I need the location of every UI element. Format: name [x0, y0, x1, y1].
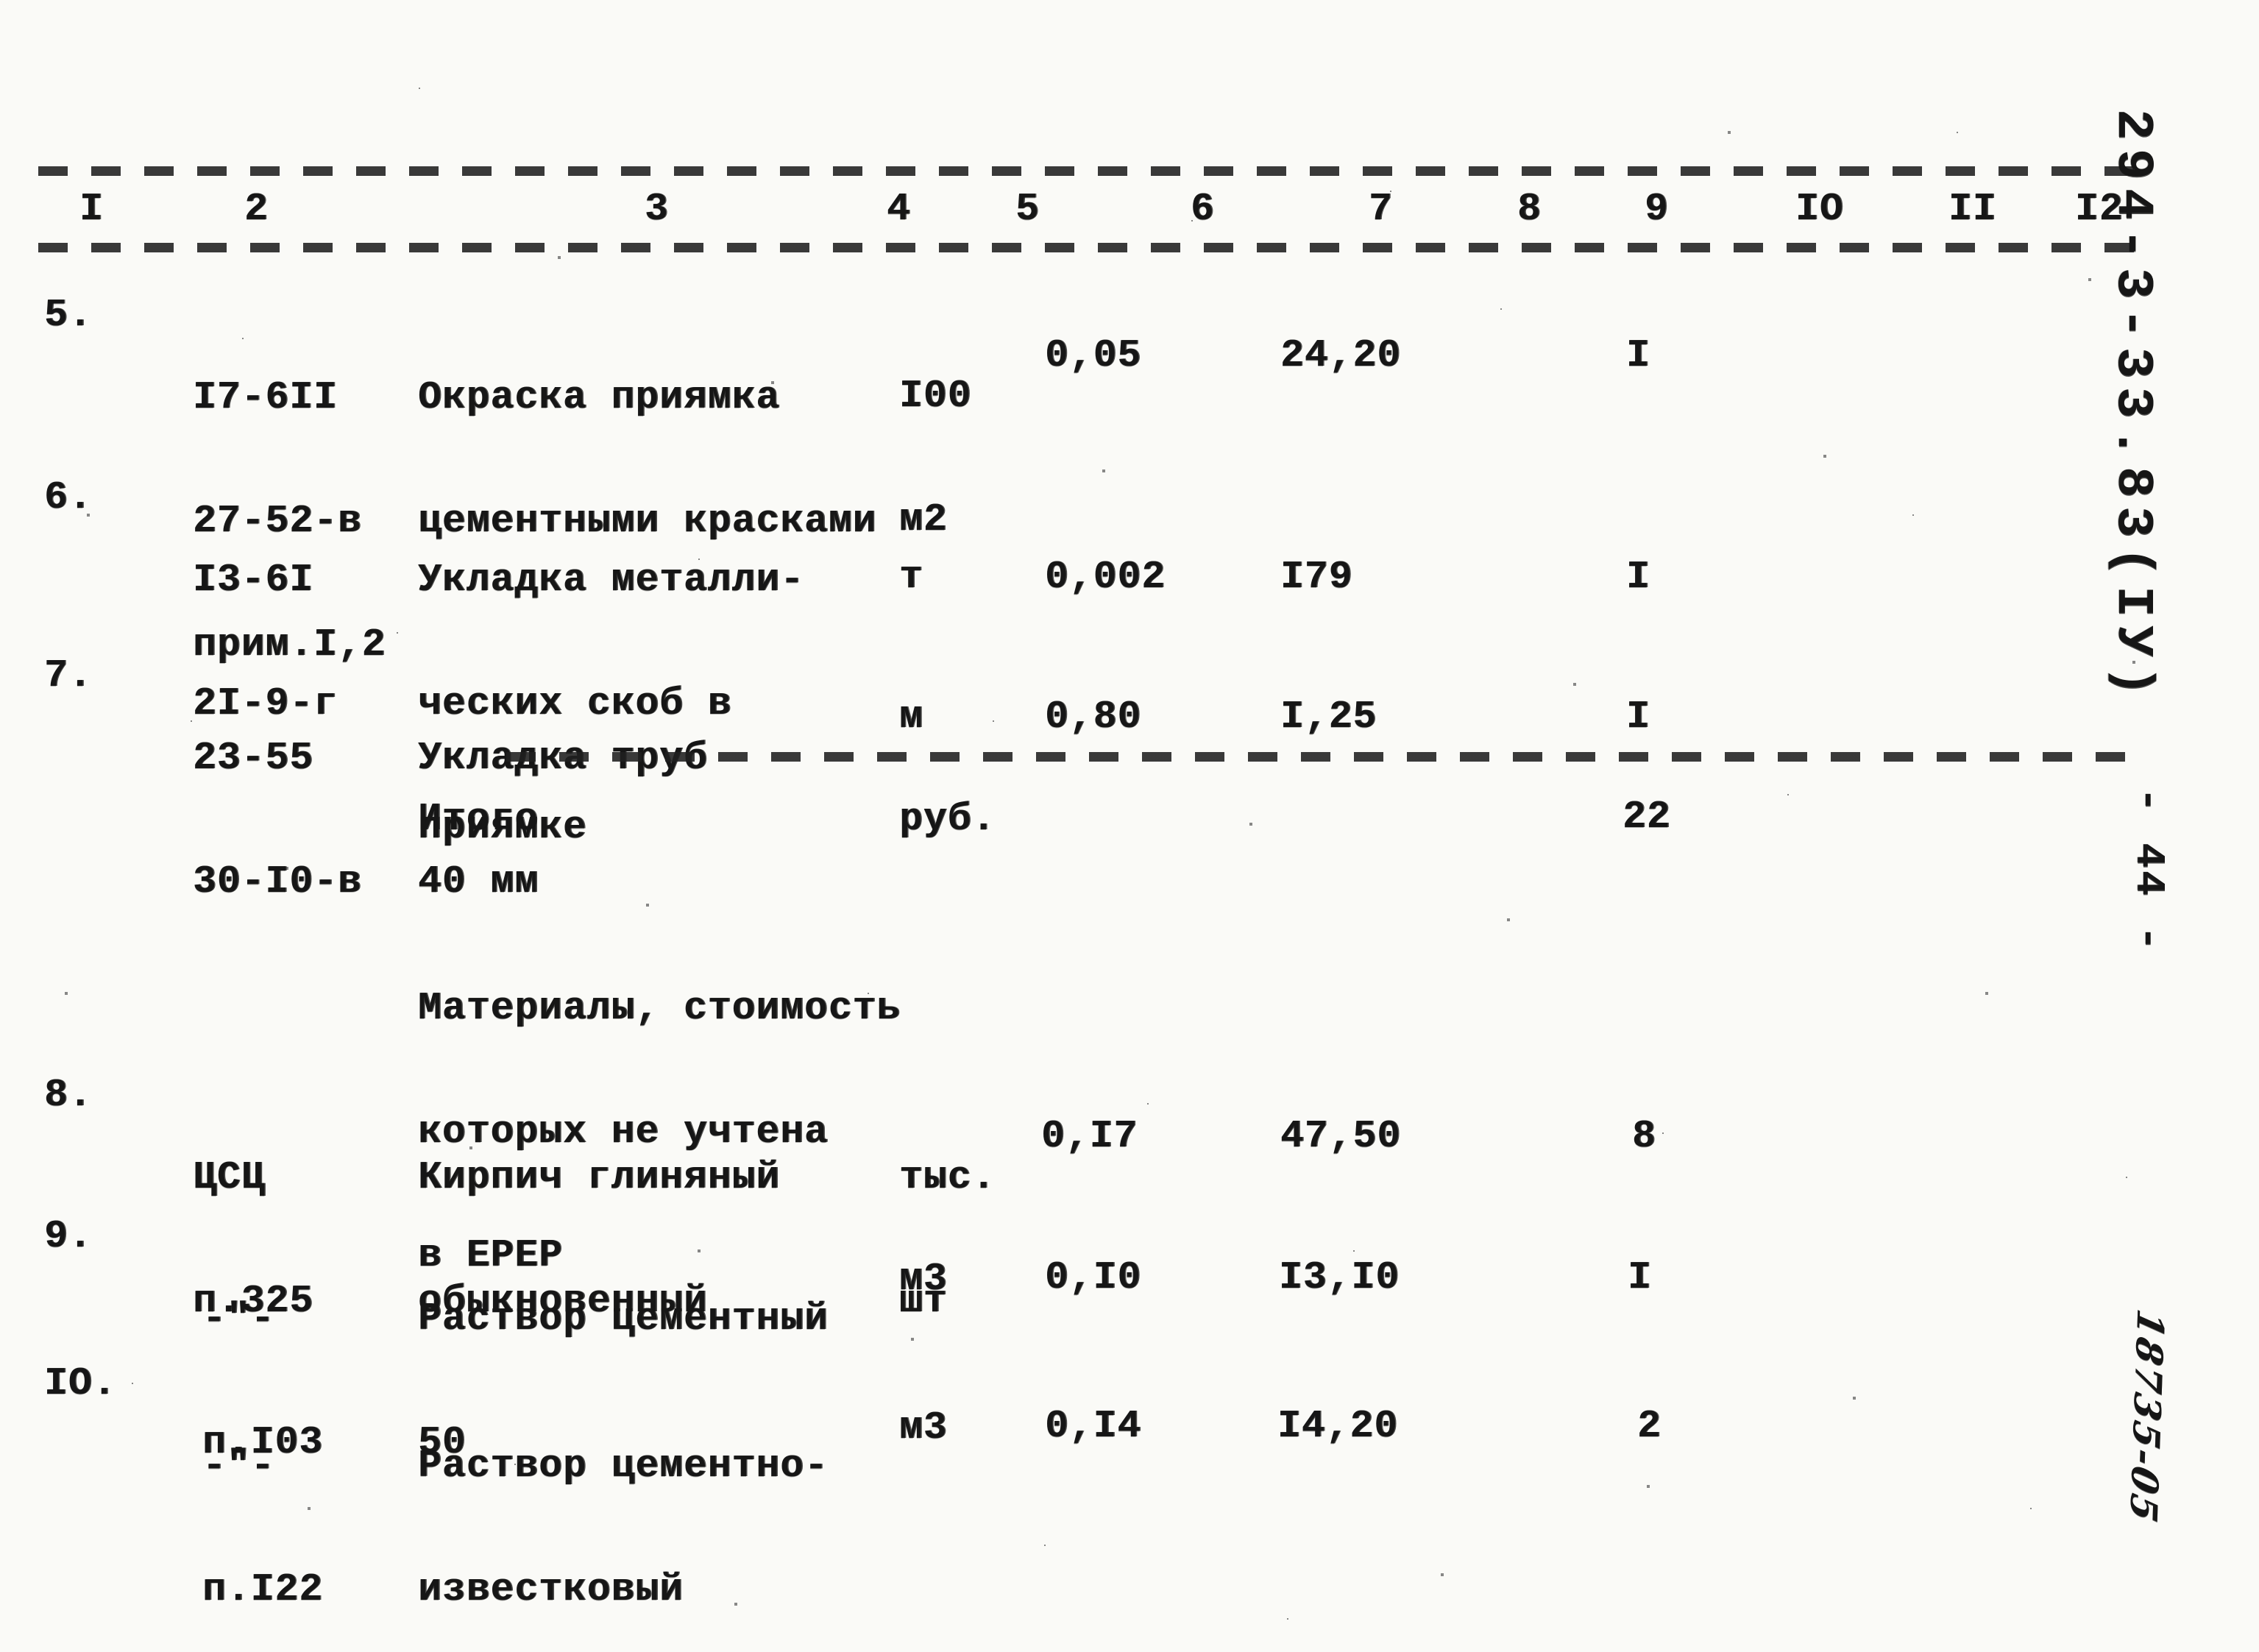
row-number: IO.	[44, 1361, 117, 1405]
column-header-7: 7	[1369, 187, 1393, 231]
row-description-line: Окраска приямка	[418, 375, 781, 419]
row-code-line: 30-I0-в	[193, 859, 362, 904]
row-col9-value: I	[1626, 333, 1650, 377]
column-header-1: I	[79, 187, 104, 231]
row-quantity: 0,80	[1045, 695, 1142, 739]
row-unit-line: м2	[899, 497, 948, 542]
row-col9-value: I	[1626, 695, 1650, 739]
row-quantity: 0,I7	[1041, 1114, 1138, 1158]
row-code: 23-55 30-I0-в	[193, 655, 362, 985]
column-header-4: 4	[887, 187, 911, 231]
document-code-vertical: 294-3-33.83(IУ)	[2103, 109, 2161, 706]
row-quantity: 0,I0	[1045, 1255, 1142, 1300]
row-code: -"- п.I03	[202, 1216, 323, 1545]
column-header-6: 6	[1191, 187, 1215, 231]
row-price: I79	[1280, 555, 1353, 599]
row-description: Окраска приямка цементными красками	[418, 294, 876, 624]
row-unit-line: I00	[899, 374, 972, 418]
row-col9-value: 8	[1632, 1114, 1656, 1158]
column-header-3: 3	[645, 187, 669, 231]
row-quantity: 0,I4	[1045, 1404, 1142, 1448]
row-unit: тыс. шт	[899, 1074, 996, 1404]
row-quantity: 0,002	[1045, 555, 1166, 599]
row-code: -"- п.I22	[202, 1363, 323, 1652]
row-description-line: 50	[418, 1420, 467, 1464]
row-price: I3,I0	[1279, 1255, 1400, 1300]
column-header-2: 2	[244, 187, 269, 231]
row-unit-line: шт	[899, 1279, 948, 1323]
column-header-5: 5	[1015, 187, 1040, 231]
row-description: Раствор цементный 50	[418, 1216, 829, 1545]
row-description-line: обыкновенный	[418, 1279, 708, 1323]
row-code-line: -"-	[202, 1297, 275, 1341]
row-code-line: п.I03	[202, 1420, 324, 1464]
row-code-line: п.I22	[202, 1567, 324, 1612]
materials-note-line: в ЕРЕР	[418, 1233, 563, 1277]
row-unit: I00 м2	[899, 293, 996, 623]
totals-label: Итого	[418, 797, 539, 841]
row-code-line: I3-6I	[193, 558, 314, 602]
column-header-11: II	[1948, 187, 1997, 231]
row-quantity: 0,05	[1045, 333, 1142, 377]
column-header-12: I2	[2075, 187, 2124, 231]
column-header-8: 8	[1517, 187, 1542, 231]
row-code-line: I7-6II	[193, 375, 338, 419]
row-description-line: Раствор цементно-	[418, 1444, 829, 1488]
row-price: I4,20	[1277, 1404, 1399, 1448]
row-price: I,25	[1280, 695, 1377, 739]
row-code-line: 27-52-в	[193, 499, 362, 543]
materials-note-line: которых не учтена	[418, 1110, 829, 1154]
row-number: 7.	[44, 653, 93, 698]
row-code-line: 23-55	[193, 736, 314, 780]
row-price: 24,20	[1280, 333, 1402, 377]
row-code-line: 2I-9-г	[193, 681, 338, 726]
row-description-line: Кирпич глиняный	[418, 1155, 781, 1199]
row-code-line: п.325	[193, 1279, 314, 1323]
page-number-vertical: - 44 -	[2125, 787, 2172, 954]
row-number: 8.	[44, 1073, 93, 1117]
row-description: Кирпич глиняный обыкновенный	[418, 1074, 780, 1404]
row-col9-value: 2	[1637, 1404, 1662, 1448]
row-description-line: ческих скоб в	[418, 681, 732, 726]
row-unit: м3	[899, 1257, 948, 1301]
row-unit: т	[899, 555, 923, 599]
row-code-line: -"-	[202, 1444, 275, 1488]
row-number: 6.	[44, 475, 93, 520]
row-description-line: приямке	[418, 805, 587, 849]
totals-unit: руб.	[899, 797, 996, 841]
table-header-bottom-border-dashed	[38, 243, 2138, 252]
materials-note-line: Материалы, стоимость	[418, 986, 901, 1030]
row-number: 5.	[44, 293, 93, 337]
row-code-line: прим.I,2	[193, 623, 386, 667]
row-description-line: известковый	[418, 1567, 684, 1612]
row-unit: м	[899, 695, 923, 739]
row-description-line: 40 мм	[418, 859, 539, 904]
table-section-divider-dashed	[506, 752, 2138, 762]
row-description-line: Раствор цементный	[418, 1297, 829, 1341]
row-description: Раствор цементно- известковый	[418, 1363, 829, 1652]
row-code-line: ЦСЦ	[193, 1155, 266, 1199]
table-top-border-dashed	[38, 166, 2138, 176]
row-price: 47,50	[1280, 1114, 1402, 1158]
row-code: ЦСЦ п.325	[193, 1074, 313, 1404]
row-unit: м3	[899, 1405, 948, 1450]
row-description: Укладка металли- ческих скоб в приямке	[418, 477, 804, 930]
handwritten-inventory-number: 18735-05	[2121, 1305, 2172, 1528]
column-header-9: 9	[1645, 187, 1669, 231]
row-code: I3-6I 2I-9-г	[193, 477, 338, 806]
row-description-line: Укладка металли-	[418, 558, 804, 602]
row-col9-value: I	[1628, 1255, 1652, 1300]
column-header-10: IO	[1795, 187, 1844, 231]
materials-note: Материалы, стоимость которых не учтена в…	[418, 905, 901, 1358]
row-col9-value: I	[1626, 555, 1650, 599]
totals-value: 22	[1623, 795, 1671, 839]
row-description-line: цементными красками	[418, 499, 877, 543]
row-number: 9.	[44, 1214, 93, 1258]
row-code: I7-6II 27-52-в прим.I,2	[193, 294, 386, 748]
row-unit-line: тыс.	[899, 1155, 996, 1199]
